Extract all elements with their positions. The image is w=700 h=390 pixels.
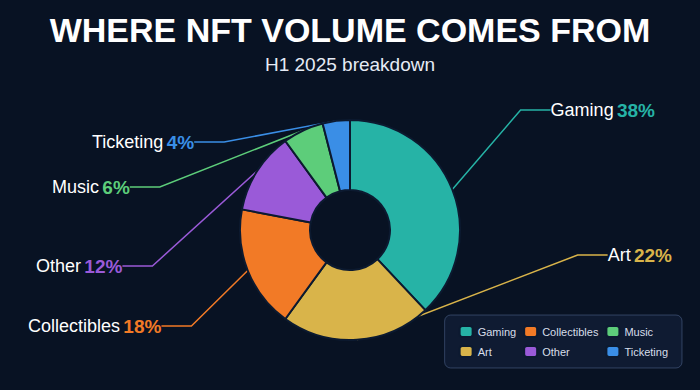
svg-text:22%: 22% [634, 245, 672, 266]
svg-text:Music: Music [52, 177, 99, 197]
svg-text:Ticketing: Ticketing [92, 132, 163, 152]
svg-text:Other: Other [542, 346, 570, 358]
svg-text:6%: 6% [102, 177, 130, 198]
svg-text:Gaming: Gaming [478, 326, 517, 338]
svg-text:Other: Other [36, 256, 81, 276]
svg-text:12%: 12% [84, 256, 122, 277]
svg-text:Art: Art [608, 245, 631, 265]
svg-text:H1 2025 breakdown: H1 2025 breakdown [265, 54, 435, 75]
svg-text:Ticketing: Ticketing [624, 346, 668, 358]
svg-text:Music: Music [624, 326, 653, 338]
svg-text:WHERE NFT VOLUME COMES FROM: WHERE NFT VOLUME COMES FROM [50, 11, 651, 49]
svg-text:Collectibles: Collectibles [28, 316, 120, 336]
svg-text:Art: Art [478, 346, 492, 358]
svg-text:4%: 4% [167, 132, 195, 153]
svg-text:38%: 38% [617, 100, 655, 121]
svg-text:18%: 18% [123, 316, 161, 337]
svg-text:Gaming: Gaming [551, 100, 614, 120]
svg-text:Collectibles: Collectibles [542, 326, 599, 338]
